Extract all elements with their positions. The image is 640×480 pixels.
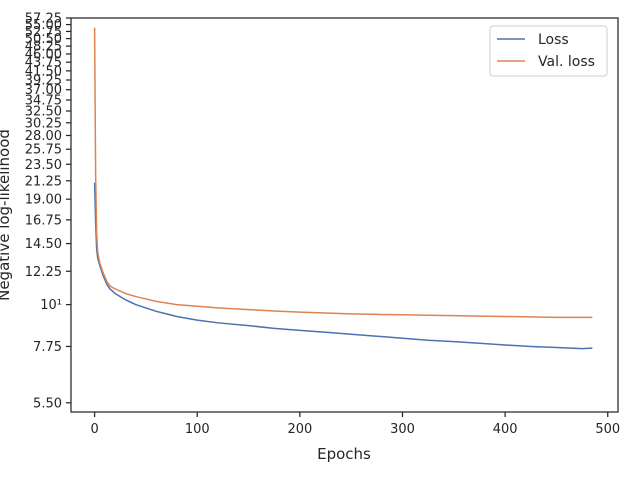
y-tick-label: 32.50 [25, 104, 62, 119]
y-tick-label: 41.50 [25, 64, 62, 79]
y-tick-label: 57.25 [25, 12, 62, 27]
y-tick-label: 25.75 [25, 143, 62, 158]
y-axis-label: Negative log-likelihood [0, 129, 13, 301]
y-tick-label: 10¹ [40, 298, 62, 313]
x-tick-label: 100 [185, 422, 210, 437]
y-tick-label: 52.75 [25, 25, 62, 40]
series-line-loss [93, 182, 593, 350]
legend: Loss Val. loss [489, 25, 608, 77]
y-tick-label: 46.00 [25, 47, 62, 62]
y-tick-label: 34.75 [25, 94, 62, 109]
x-tick-label: 300 [390, 422, 415, 437]
y-axis: 5.50 7.75 10¹ 12.25 14.50 16.75 19.00 21.2523.5… [25, 12, 71, 411]
x-tick-label: 200 [287, 422, 312, 437]
y-tick-label: 5.50 [33, 396, 62, 411]
plot-area [70, 17, 619, 413]
y-tick-label: 43.75 [25, 56, 62, 71]
y-tick-label: 30.25 [25, 116, 62, 131]
series-line-val-loss [93, 27, 593, 319]
y-tick-label: 48.25 [25, 40, 62, 55]
y-tick-label: 23.50 [25, 158, 62, 173]
x-tick-label: 400 [493, 422, 518, 437]
x-axis: 0 100 200 300 400 500 [90, 412, 620, 437]
legend-label-loss: Loss [538, 32, 569, 48]
legend-label-val-loss: Val. loss [538, 54, 595, 70]
x-tick-label: 500 [595, 422, 620, 437]
y-tick-label: 28.00 [25, 129, 62, 144]
y-tick-label: 37.00 [25, 83, 62, 98]
y-tick-label: 39.25 [25, 74, 62, 89]
y-tick-label: 19.00 [25, 193, 62, 208]
y-tick-label: 12.25 [25, 265, 62, 280]
y-tick-label: 16.75 [25, 213, 62, 228]
axes-frame [70, 17, 619, 413]
x-axis-label: Epochs [317, 445, 371, 463]
x-tick-label: 0 [90, 422, 98, 437]
y-tick-label: 14.50 [25, 237, 62, 252]
y-tick-label: 50.50 [25, 32, 62, 47]
y-tick-label: 21.25 [25, 174, 62, 189]
series-layer [93, 27, 593, 350]
y-tick-label: 55.00 [25, 18, 62, 33]
y-tick-label: 7.75 [33, 340, 62, 355]
